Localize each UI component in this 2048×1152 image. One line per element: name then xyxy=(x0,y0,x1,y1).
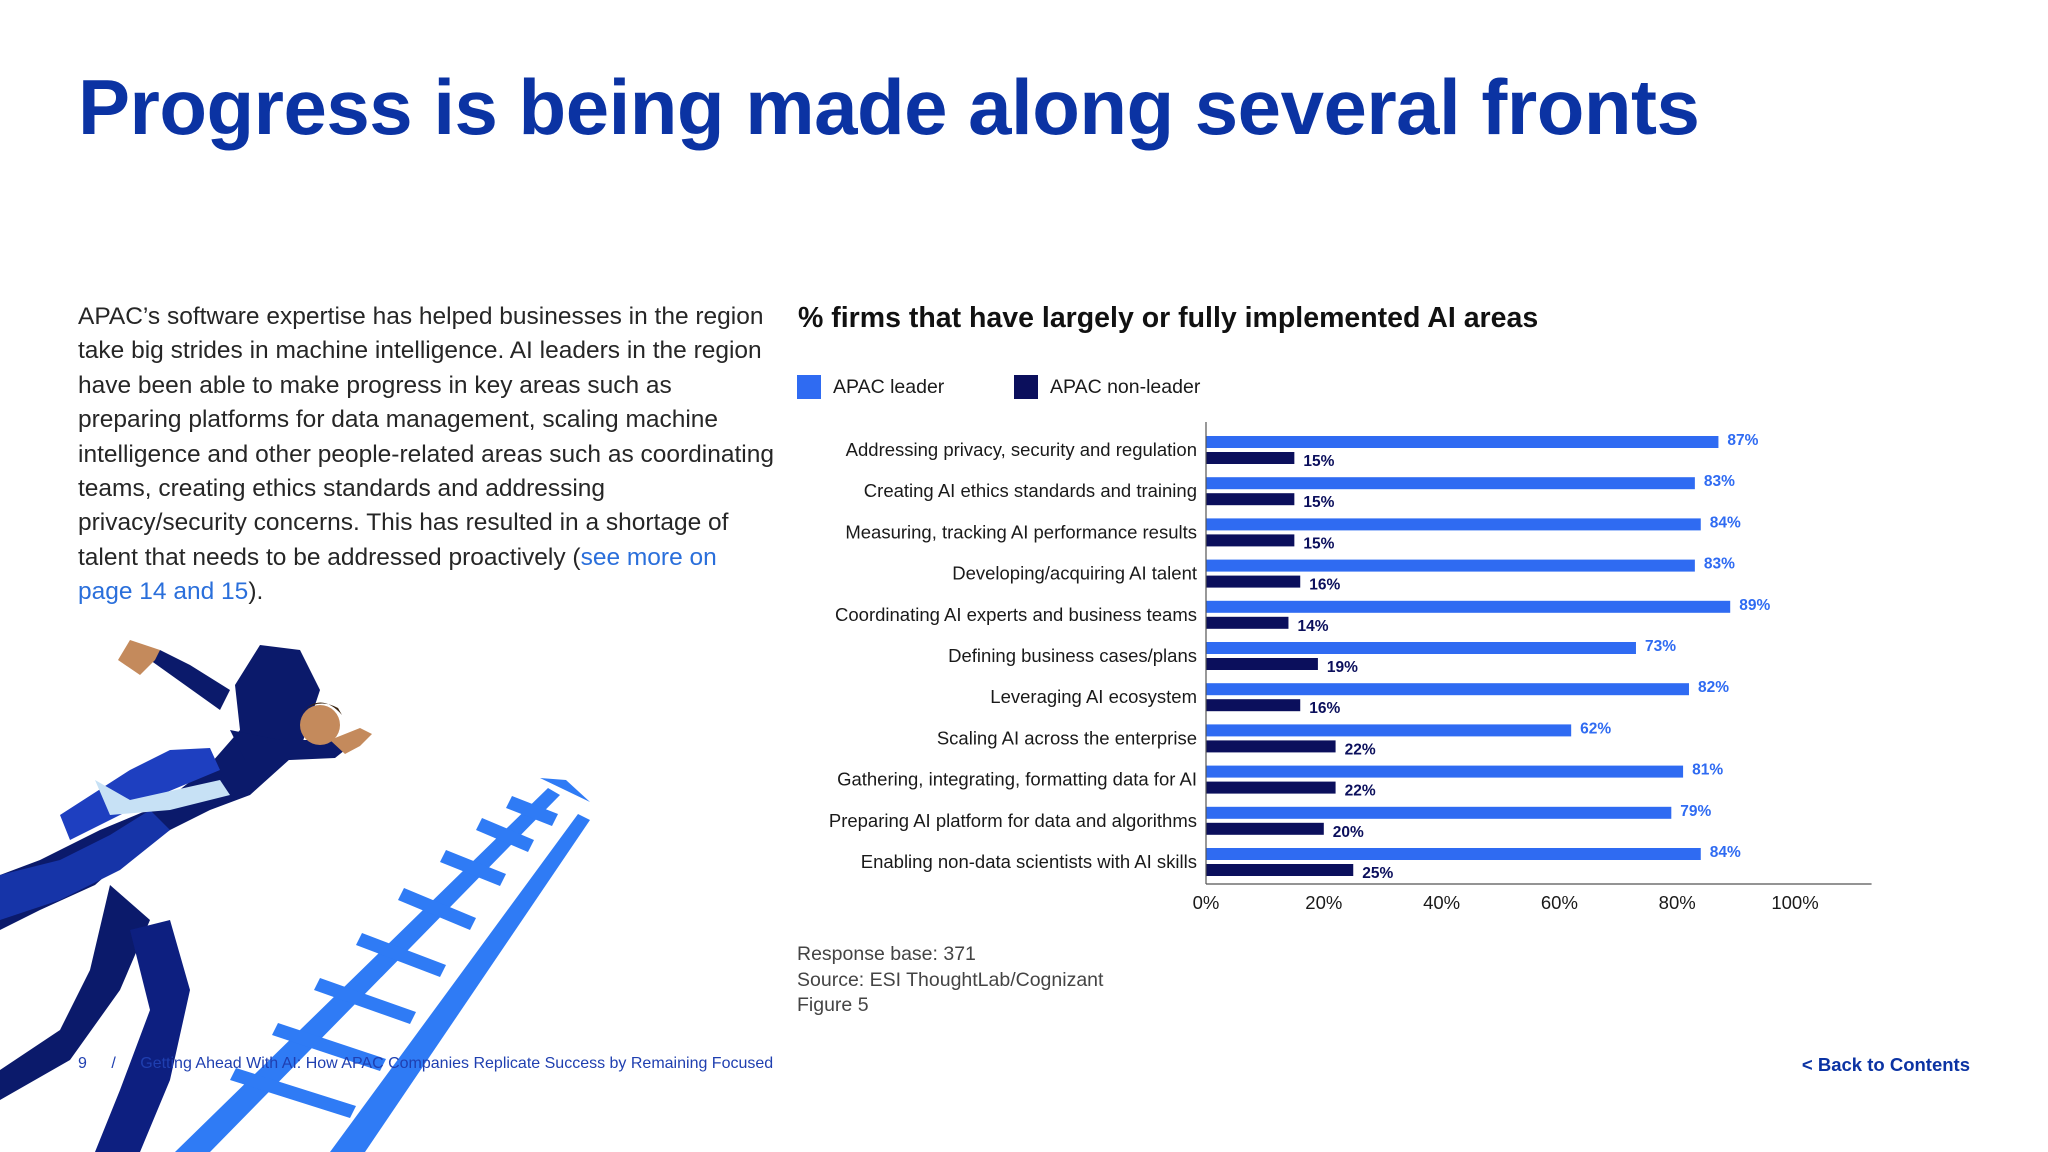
source-notes: Response base: 371 Source: ESI ThoughtLa… xyxy=(797,942,1103,1019)
page-title: Progress is being made along several fro… xyxy=(78,63,1700,151)
bar-apac-non-leader-defining-business-cases-plans xyxy=(1206,658,1318,670)
bar-apac-non-leader-preparing-ai-platform-for-data-and-algorithms xyxy=(1206,822,1324,835)
bar-apac-non-leader-developing-acquiring-ai-talent xyxy=(1206,575,1301,588)
bar-apac-leader-addressing-privacy-security-and-regulation xyxy=(1206,436,1719,448)
data-label-apac-leader-measuring-tracking-ai-performance-results: 84% xyxy=(1710,514,1741,531)
bar-apac-non-leader-leveraging-ai-ecosystem xyxy=(1206,699,1301,712)
response-base: Response base: 371 xyxy=(797,943,976,965)
legend-item-apac-leader: APAC leader xyxy=(797,375,944,399)
bar-apac-leader-developing-acquiring-ai-talent xyxy=(1206,559,1695,572)
bar-apac-non-leader-enabling-non-data-scientists-with-ai-skills xyxy=(1206,864,1354,876)
legend-label-apac-leader: APAC leader xyxy=(833,375,945,398)
bar-apac-non-leader-gathering-integrating-formatting-data-for-ai xyxy=(1206,781,1336,794)
data-label-apac-leader-developing-acquiring-ai-talent: 83% xyxy=(1704,556,1735,573)
footer-doc-title[interactable]: Getting Ahead With AI: How APAC Companie… xyxy=(140,1055,774,1072)
figure-label: Figure 5 xyxy=(797,994,869,1016)
chart-title: % firms that have largely or fully imple… xyxy=(798,302,1539,334)
bar-apac-leader-enabling-non-data-scientists-with-ai-skills xyxy=(1206,848,1701,860)
bar-apac-leader-defining-business-cases-plans xyxy=(1206,642,1636,654)
bar-apac-leader-measuring-tracking-ai-performance-results xyxy=(1206,518,1701,531)
category-label-creating-ai-ethics-standards-and-training: Creating AI ethics standards and trainin… xyxy=(864,480,1197,501)
category-label-addressing-privacy-security-and-regulation: Addressing privacy, security and regulat… xyxy=(846,439,1197,460)
legend-swatch-apac-non-leader xyxy=(1014,375,1038,399)
bar-apac-leader-scaling-ai-across-the-enterprise xyxy=(1206,724,1572,737)
bar-apac-leader-preparing-ai-platform-for-data-and-algorithms xyxy=(1206,806,1672,819)
legend-swatch-apac-leader xyxy=(797,375,821,399)
data-label-apac-leader-leveraging-ai-ecosystem: 82% xyxy=(1698,679,1729,696)
data-label-apac-leader-addressing-privacy-security-and-regulation: 87% xyxy=(1727,432,1758,449)
data-label-apac-non-leader-scaling-ai-across-the-enterprise: 22% xyxy=(1345,741,1376,758)
data-label-apac-non-leader-measuring-tracking-ai-performance-results: 15% xyxy=(1303,535,1334,552)
category-label-measuring-tracking-ai-performance-results: Measuring, tracking AI performance resul… xyxy=(845,521,1197,542)
source-line: Source: ESI ThoughtLab/Cognizant xyxy=(797,968,1104,991)
data-label-apac-non-leader-preparing-ai-platform-for-data-and-algorithms: 20% xyxy=(1333,824,1364,841)
bar-apac-non-leader-scaling-ai-across-the-enterprise xyxy=(1206,740,1336,753)
category-label-preparing-ai-platform-for-data-and-algorithms: Preparing AI platform for data and algor… xyxy=(829,810,1197,831)
footer: 9 / Getting Ahead With AI: How APAC Comp… xyxy=(78,1055,793,1073)
category-label-coordinating-ai-experts-and-business-teams: Coordinating AI experts and business tea… xyxy=(835,604,1197,625)
businessman-running-on-ladder-icon xyxy=(0,640,590,1152)
x-tick-label: 0% xyxy=(1193,892,1220,913)
bar-apac-leader-gathering-integrating-formatting-data-for-ai xyxy=(1206,765,1684,778)
data-label-apac-leader-scaling-ai-across-the-enterprise: 62% xyxy=(1580,720,1611,737)
page-number: 9 xyxy=(78,1055,87,1072)
data-label-apac-non-leader-enabling-non-data-scientists-with-ai-skills: 25% xyxy=(1362,865,1393,882)
category-label-gathering-integrating-formatting-data-for-ai: Gathering, integrating, formatting data … xyxy=(837,769,1197,790)
category-label-defining-business-cases-plans: Defining business cases/plans xyxy=(948,645,1197,666)
bar-apac-leader-creating-ai-ethics-standards-and-training xyxy=(1206,477,1695,490)
legend-label-apac-non-leader: APAC non-leader xyxy=(1050,375,1201,398)
see-more-link[interactable]: see more on page 14 and 15 xyxy=(78,543,717,606)
x-tick-label: 100% xyxy=(1771,892,1818,913)
data-label-apac-non-leader-coordinating-ai-experts-and-business-teams: 14% xyxy=(1297,618,1328,635)
bar-apac-leader-leveraging-ai-ecosystem xyxy=(1206,683,1689,696)
x-tick-label: 80% xyxy=(1659,892,1696,913)
intro-text-end: ). xyxy=(248,578,264,606)
data-label-apac-leader-preparing-ai-platform-for-data-and-algorithms: 79% xyxy=(1680,803,1711,820)
data-label-apac-leader-creating-ai-ethics-standards-and-training: 83% xyxy=(1704,473,1735,490)
back-to-contents-link[interactable]: < Back to Contents xyxy=(1801,1054,1970,1075)
data-label-apac-non-leader-gathering-integrating-formatting-data-for-ai: 22% xyxy=(1345,783,1376,800)
data-label-apac-leader-coordinating-ai-experts-and-business-teams: 89% xyxy=(1739,597,1770,614)
x-tick-label: 60% xyxy=(1541,892,1578,913)
bar-apac-non-leader-measuring-tracking-ai-performance-results xyxy=(1206,534,1295,547)
data-label-apac-non-leader-addressing-privacy-security-and-regulation: 15% xyxy=(1303,453,1334,470)
x-tick-label: 20% xyxy=(1305,892,1342,913)
data-label-apac-non-leader-defining-business-cases-plans: 19% xyxy=(1327,659,1358,676)
category-label-scaling-ai-across-the-enterprise: Scaling AI across the enterprise xyxy=(937,727,1197,748)
data-label-apac-leader-enabling-non-data-scientists-with-ai-skills: 84% xyxy=(1710,844,1741,861)
category-label-developing-acquiring-ai-talent: Developing/acquiring AI talent xyxy=(952,563,1197,584)
data-label-apac-non-leader-leveraging-ai-ecosystem: 16% xyxy=(1309,700,1340,717)
bar-apac-non-leader-addressing-privacy-security-and-regulation xyxy=(1206,452,1295,464)
bar-apac-non-leader-coordinating-ai-experts-and-business-teams xyxy=(1206,616,1289,629)
category-label-enabling-non-data-scientists-with-ai-skills: Enabling non-data scientists with AI ski… xyxy=(861,851,1197,872)
bar-apac-non-leader-creating-ai-ethics-standards-and-training xyxy=(1206,493,1295,506)
bar-apac-leader-coordinating-ai-experts-and-business-teams xyxy=(1206,600,1731,613)
data-label-apac-non-leader-developing-acquiring-ai-talent: 16% xyxy=(1309,577,1340,594)
data-label-apac-leader-defining-business-cases-plans: 73% xyxy=(1645,638,1676,655)
footer-separator: / xyxy=(111,1055,116,1072)
category-label-leveraging-ai-ecosystem: Leveraging AI ecosystem xyxy=(990,686,1197,707)
x-tick-label: 40% xyxy=(1423,892,1460,913)
intro-paragraph: APAC’s software expertise has helped bus… xyxy=(78,300,778,610)
data-label-apac-non-leader-creating-ai-ethics-standards-and-training: 15% xyxy=(1303,494,1334,511)
legend-item-apac-non-leader: APAC non-leader xyxy=(1014,375,1200,399)
intro-text: APAC’s software expertise has helped bus… xyxy=(78,303,774,571)
data-label-apac-leader-gathering-integrating-formatting-data-for-ai: 81% xyxy=(1692,762,1723,779)
